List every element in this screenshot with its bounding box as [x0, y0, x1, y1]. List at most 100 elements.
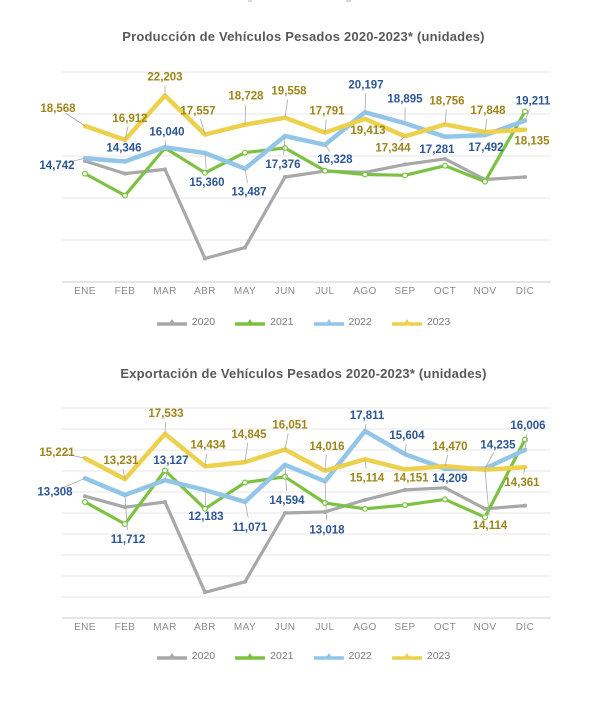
month-label: DIC: [516, 622, 534, 633]
value-label-2022: 11,071: [233, 522, 268, 534]
month-label: MAR: [153, 286, 176, 297]
value-label-2022: 14,209: [432, 473, 467, 485]
legend-label: 2021: [270, 650, 294, 662]
value-label-2022: 14,594: [269, 495, 305, 507]
data-point-marker: [443, 156, 447, 161]
data-point-marker: [442, 496, 449, 503]
value-label-2022: 17,376: [265, 159, 300, 171]
label-leader: [284, 433, 289, 450]
label-leader: [204, 453, 208, 467]
value-label-2022: 12,183: [188, 511, 223, 523]
label-leader: [364, 93, 367, 113]
value-label-2023: 18,135: [514, 136, 550, 148]
data-point-marker: [123, 505, 127, 510]
data-point-marker: [402, 172, 409, 179]
legend-marker: [167, 653, 176, 659]
month-label: NOV: [474, 286, 497, 297]
label-leader: [364, 459, 367, 469]
value-label-2023: 14,470: [432, 441, 467, 453]
label-leader: [364, 423, 367, 432]
label-leader: [484, 469, 490, 516]
month-label: JUN: [275, 286, 296, 297]
data-point-marker: [283, 175, 287, 179]
label-leader: [164, 140, 167, 148]
data-point-marker: [403, 487, 407, 492]
export-chart-title: Exportación de Vehículos Pesados 2020-20…: [120, 366, 487, 381]
value-label-2023: 18,756: [429, 95, 464, 107]
data-point-marker: [243, 579, 247, 584]
legend-swatch-2023: [391, 653, 422, 660]
data-labels: 13,308 11,712 13,127 12,183 11,071 14,594 13,0…: [37, 408, 545, 546]
data-point-marker: [403, 467, 407, 472]
legend-swatch-2021: [235, 319, 266, 326]
gridlines: [62, 407, 551, 619]
label-leader: [124, 126, 129, 140]
month-label: OCT: [434, 286, 456, 297]
value-label-2023: 16,912: [112, 113, 147, 125]
value-label-2023: 17,791: [309, 106, 345, 118]
data-point-marker: [403, 162, 407, 167]
data-point-marker: [483, 506, 487, 511]
month-label: ABR: [194, 622, 216, 633]
label-leader: [244, 442, 249, 463]
legend-label: 2021: [270, 316, 294, 328]
value-label-2023: 14,016: [309, 441, 344, 453]
export-plot: ENE FEB MAR ABR MAY JUN JUL AGO SEP OCT NOV DIC 13,3…: [37, 407, 551, 633]
value-label-2022: 16,328: [317, 154, 353, 166]
data-point-marker: [242, 479, 249, 486]
month-label: ENE: [74, 622, 96, 633]
label-leader-lines: [63, 421, 528, 531]
data-point-marker: [123, 171, 127, 176]
data-point-marker: [243, 245, 247, 250]
month-label: FEB: [115, 622, 136, 633]
data-point-marker: [163, 167, 167, 172]
data-point-marker: [322, 167, 329, 174]
label-leader: [484, 452, 495, 469]
label-leader: [404, 444, 407, 455]
value-label-2023: 14,845: [231, 429, 267, 441]
label-leader: [244, 501, 249, 518]
data-point-marker: [283, 511, 287, 515]
label-leader: [164, 468, 169, 481]
value-label-2022: 16,040: [149, 126, 184, 138]
label-leader: [324, 481, 327, 521]
month-label: OCT: [434, 622, 456, 633]
legend-marker: [402, 653, 411, 659]
data-point-marker: [443, 134, 447, 139]
value-label-2022: 13,018: [309, 524, 345, 536]
data-point-marker: [523, 175, 527, 179]
value-label-2022: 17,811: [350, 410, 385, 422]
export-legend: 2020 2021 2022 2023: [0, 650, 607, 662]
series-line-2021: [83, 437, 527, 526]
data-point-marker: [482, 178, 489, 185]
label-leader: [524, 433, 528, 450]
value-label-2022: 15,360: [189, 177, 224, 189]
data-point-marker: [282, 145, 289, 152]
data-point-marker: [362, 171, 369, 178]
value-label-2023: 13,231: [103, 455, 139, 467]
legend-swatch-2022: [313, 319, 344, 326]
data-labels: 14,742 14,346 16,040 15,360 13,487 17,376 16,3…: [39, 72, 550, 199]
value-label-2023: 18,728: [228, 91, 264, 103]
value-label-2023: 19,413: [350, 125, 385, 137]
month-label: DIC: [516, 286, 534, 297]
legend-label: 2020: [191, 650, 216, 662]
legend-marker: [324, 653, 333, 659]
data-point-marker: [523, 127, 527, 132]
label-leader: [63, 477, 86, 489]
data-point-marker: [83, 494, 87, 499]
month-label: SEP: [394, 622, 415, 633]
legend-item-2023: 2023: [391, 316, 450, 328]
label-leader: [444, 109, 447, 125]
month-label: JUN: [275, 622, 296, 633]
legend-item-2022: 2022: [313, 650, 372, 662]
series-2022: [82, 110, 528, 171]
label-leader: [65, 157, 86, 164]
value-label-2023: 17,848: [470, 105, 506, 117]
month-label: ENE: [74, 286, 96, 297]
production-chart-title: Producción de Vehículos Pesados 2020-202…: [122, 29, 485, 44]
month-label: FEB: [115, 286, 136, 297]
value-label-2022: 14,235: [480, 440, 516, 452]
